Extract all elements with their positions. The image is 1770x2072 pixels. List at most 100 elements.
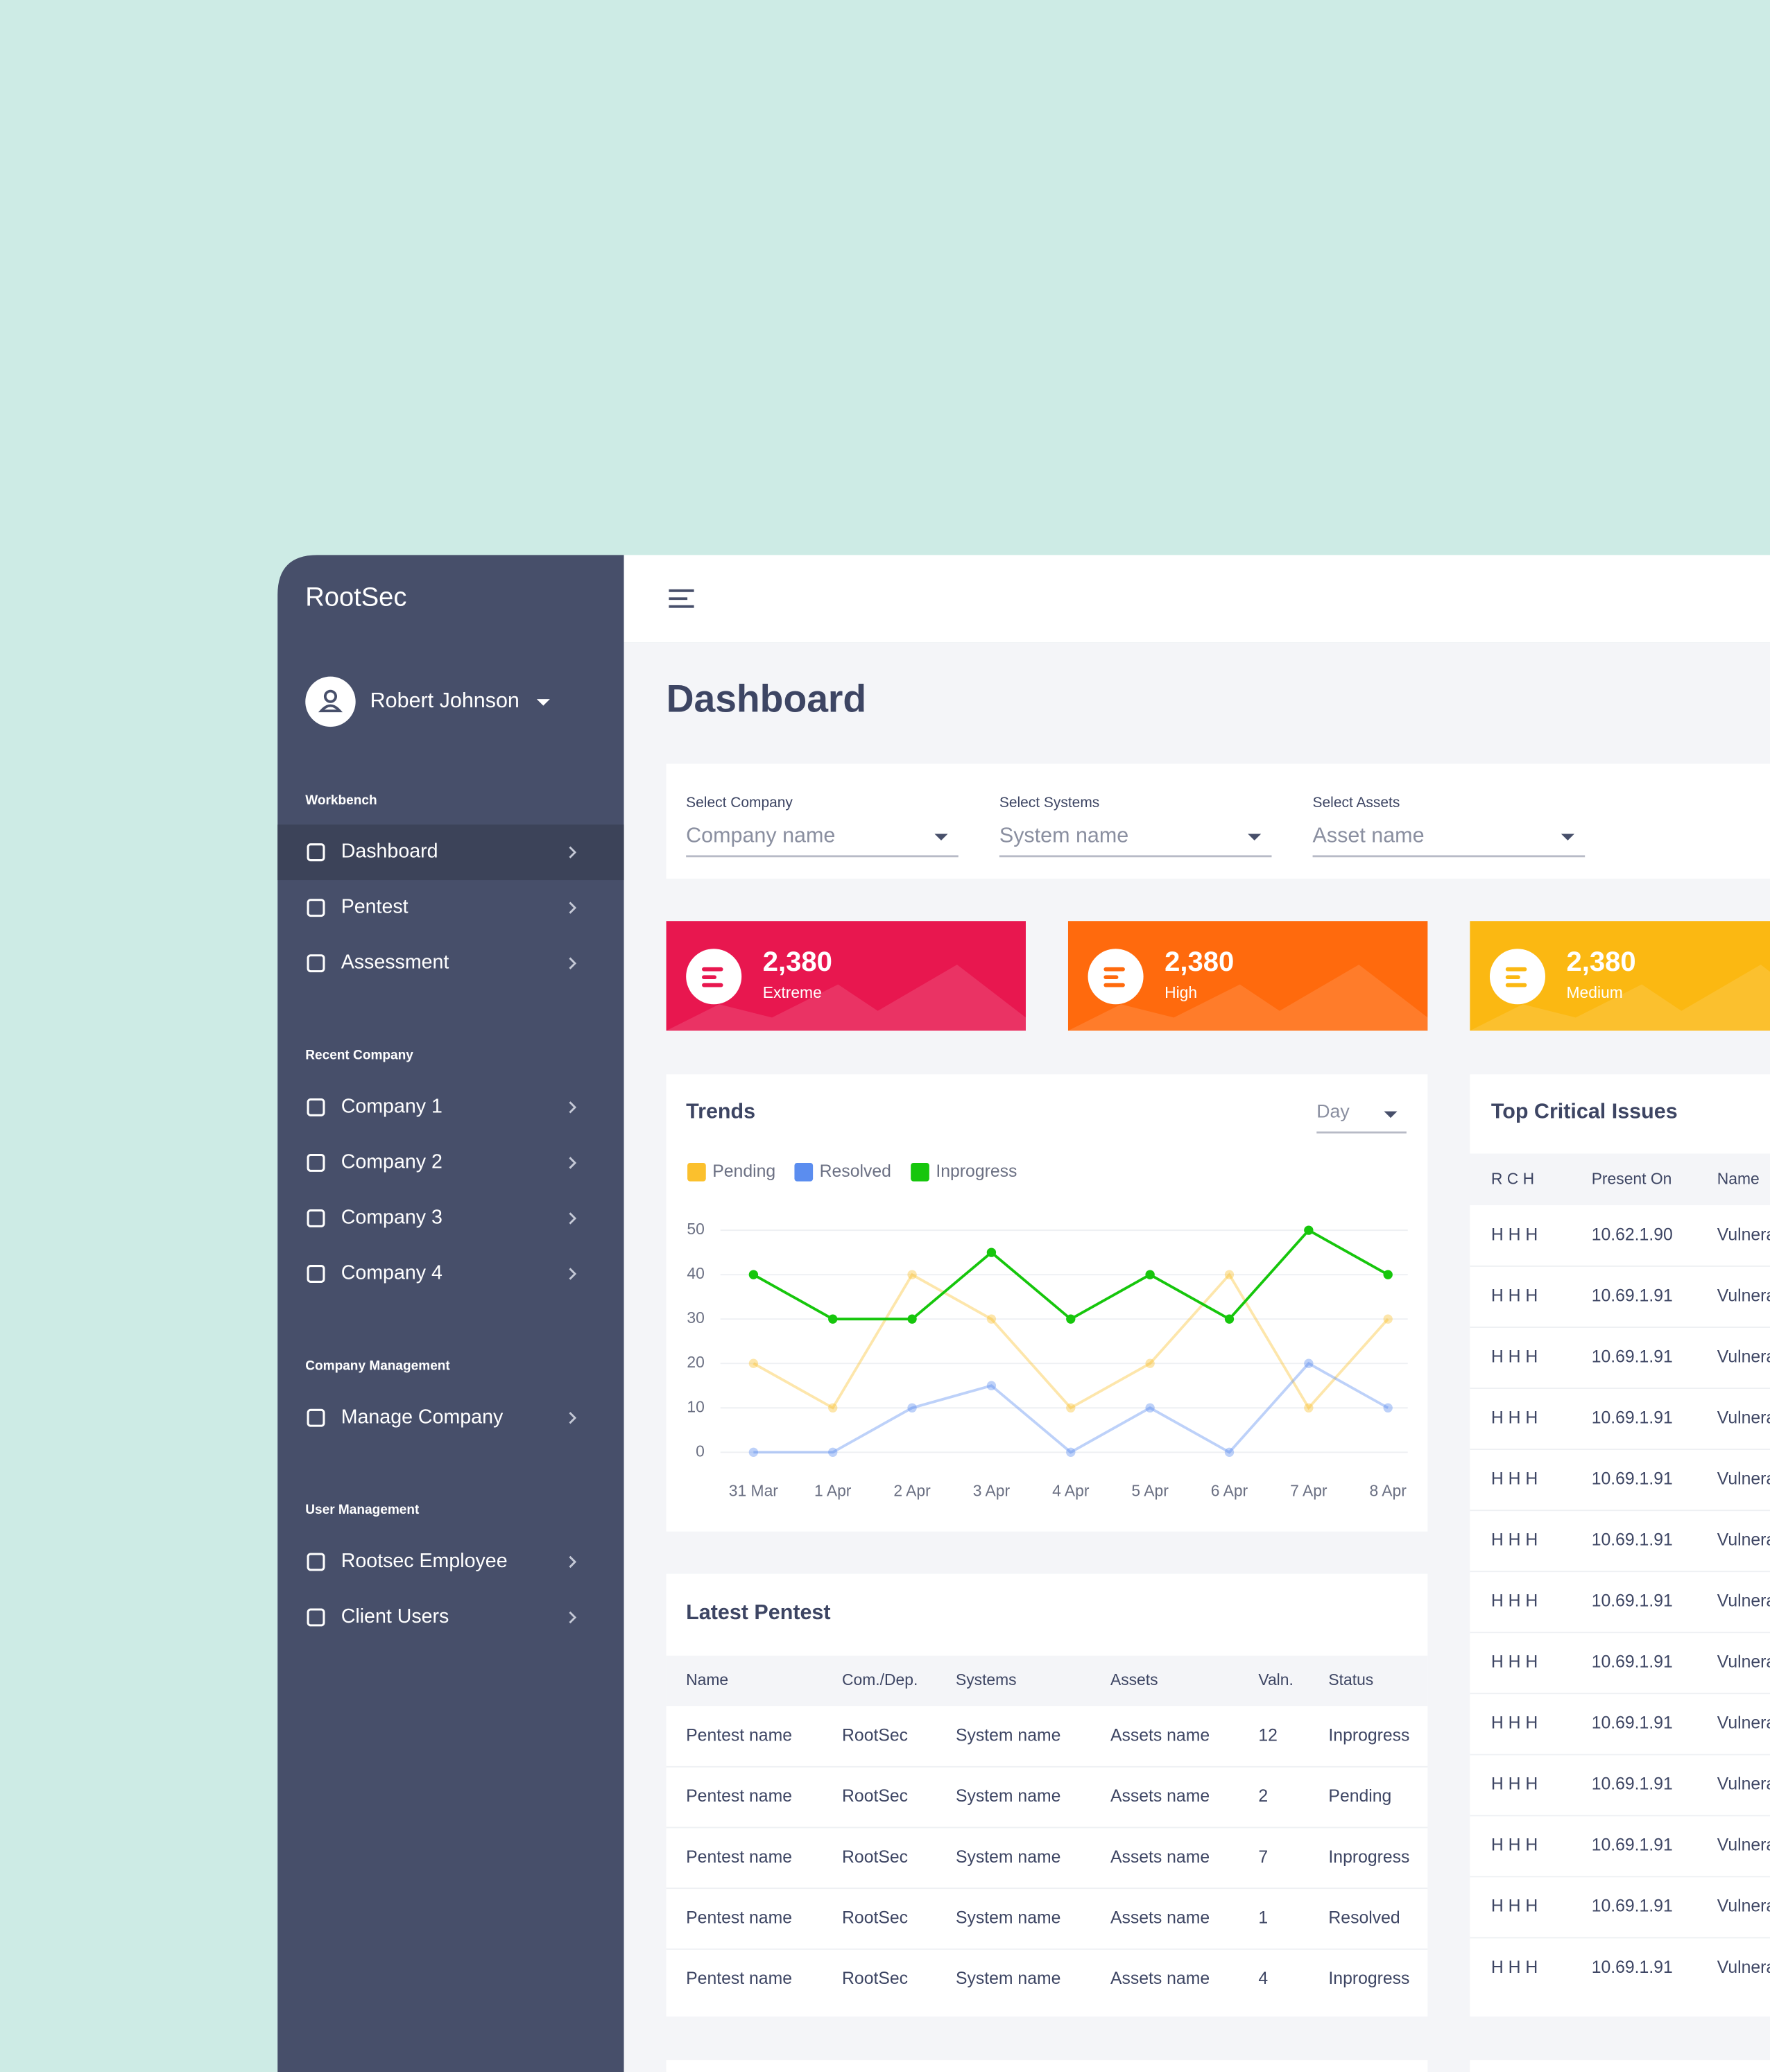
panel-title: Latest Pentest [686,1600,830,1624]
table-header-row [1470,1153,1770,1205]
caret [536,699,550,706]
nav-item[interactable]: Company 4 [341,1262,442,1284]
table-cell: 10.62.1.90 [1592,1225,1673,1244]
table-cell: Vulnera [1717,1775,1770,1794]
nav-item[interactable]: Company 3 [341,1207,442,1229]
filter-label: Select Assets [1313,795,1400,811]
issues-panel [1470,1074,1770,2017]
point [1224,1270,1235,1279]
table-cell: 10.69.1.91 [1592,1653,1673,1672]
point [1304,1403,1314,1413]
point [828,1314,838,1324]
x-tick-label: 31 Mar [729,1481,779,1499]
x-tick-label: 7 Apr [1290,1481,1328,1499]
active-item [277,825,624,881]
nav-item[interactable]: Assessment [341,951,449,974]
nav-item[interactable]: Client Users [341,1605,449,1628]
stat-label: Medium [1566,983,1622,1001]
stat-label: High [1165,983,1197,1001]
table-cell: Vulnera [1717,1469,1770,1488]
filter-placeholder[interactable]: Asset name [1313,823,1425,847]
table-cell: 10.69.1.91 [1592,1286,1673,1305]
table-cell: Inprogress [1328,1969,1409,1988]
table-cell: Inprogress [1328,1727,1409,1745]
legend-label: Resolved [820,1162,891,1181]
table-cell: 10.69.1.91 [1592,1958,1673,1977]
nav-heading: Company Management [305,1358,450,1373]
table-cell: 10.69.1.91 [1592,1897,1673,1916]
stat-icon-bar [1505,967,1527,972]
table-cell: H H H [1491,1592,1538,1611]
nav-icon [307,1553,325,1571]
chevron [569,1157,577,1169]
avatar-icon [318,704,343,713]
series-line [753,1361,1389,1454]
table-cell: Pending [1328,1787,1391,1806]
table-cell: 10.69.1.91 [1592,1836,1673,1855]
table-cell: Pentest name [686,1727,792,1745]
legend-label: Pending [712,1162,775,1181]
nav-item[interactable]: Company 2 [341,1150,442,1173]
nav-item[interactable]: Dashboard [341,840,438,863]
chevron [569,1212,577,1225]
table-cell: 12 [1258,1727,1278,1745]
point [1145,1270,1155,1279]
nav-heading: Recent Company [305,1048,413,1063]
nav-item[interactable]: Pentest [341,896,409,918]
nav-item[interactable]: Rootsec Employee [341,1550,508,1572]
caret [1561,834,1574,840]
table-cell: 2 [1258,1787,1268,1806]
table-cell: RootSec [842,1848,908,1867]
table-cell: Vulnera [1717,1897,1770,1916]
stat-icon-bar [1505,983,1527,987]
point [1383,1403,1393,1413]
table-cell: H H H [1491,1225,1538,1244]
point [1383,1314,1393,1324]
table-cell: Assets name [1110,1908,1210,1927]
panel [1470,2060,1770,2072]
point [986,1314,997,1324]
legend-swatch [687,1162,706,1182]
x-tick-label: 1 Apr [814,1481,852,1499]
table-cell: Vulnera [1717,1225,1770,1244]
table-header: Name [1717,1170,1760,1188]
point [907,1403,917,1413]
legend-label: Inprogress [936,1162,1017,1181]
chevron [569,1611,577,1624]
menu-button[interactable] [669,589,694,608]
table-cell: Vulnera [1717,1836,1770,1855]
nav-icon [307,954,325,973]
table-cell: System name [956,1787,1060,1806]
stat-label: Extreme [763,983,822,1001]
table-cell: System name [956,1969,1060,1988]
nav-icon [307,843,325,862]
nav-item[interactable]: Manage Company [341,1406,504,1428]
period-select[interactable]: Day [1316,1101,1350,1122]
table-cell: System name [956,1848,1060,1867]
point [1145,1358,1155,1368]
point [1224,1447,1235,1457]
point [1383,1270,1393,1279]
table-header: Valn. [1258,1670,1293,1689]
filter-placeholder[interactable]: System name [999,823,1128,847]
chevron [569,901,577,914]
caret [934,834,948,840]
x-tick-label: 2 Apr [893,1481,931,1499]
chevron [569,1555,577,1569]
panel-title: Trends [686,1100,755,1123]
table-cell: Assets name [1110,1787,1210,1806]
nav-item[interactable]: Company 1 [341,1095,442,1117]
table-cell: H H H [1491,1469,1538,1488]
point [828,1403,838,1413]
y-tick-label: 0 [696,1442,705,1460]
filter-placeholder[interactable]: Company name [686,823,835,847]
table-header-row [666,1655,1428,1707]
chevron [569,846,577,858]
point [1304,1225,1314,1235]
table-cell: RootSec [842,1908,908,1927]
table-header: Name [686,1670,728,1689]
point [828,1447,838,1457]
table-cell: RootSec [842,1969,908,1988]
stat-wave [1470,965,1770,1031]
